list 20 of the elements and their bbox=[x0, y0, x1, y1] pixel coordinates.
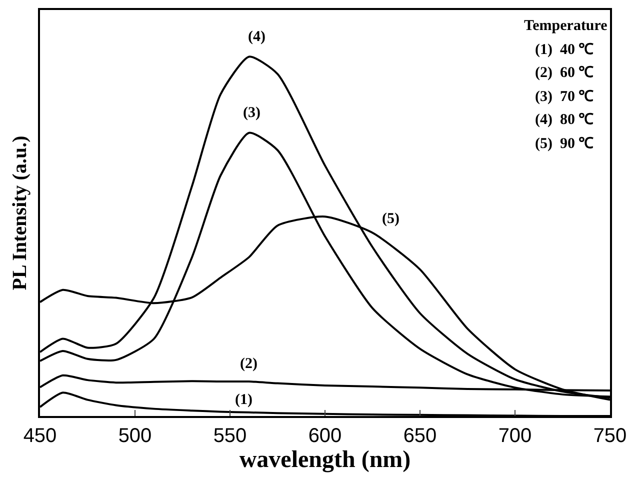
annotation: (1) 40 ℃ bbox=[535, 42, 594, 58]
text: Temperature bbox=[524, 18, 608, 34]
x-tick-label: 700 bbox=[498, 425, 532, 447]
series-label: (4) bbox=[248, 29, 266, 45]
series-label: (3) bbox=[243, 105, 260, 121]
annotation: (4) 80 ℃ bbox=[535, 112, 594, 128]
x-tick-label: 650 bbox=[403, 425, 437, 447]
x-tick-label: 500 bbox=[118, 425, 152, 447]
x-tick-label: 600 bbox=[308, 425, 342, 447]
annotation: (2) 60 ℃ bbox=[535, 65, 594, 81]
y-axis-title: PL Intensity (a.u.) bbox=[9, 136, 31, 290]
series-label: (1) bbox=[235, 392, 252, 408]
x-tick-label: 450 bbox=[23, 425, 57, 447]
x-tick-label: 750 bbox=[593, 425, 627, 447]
x-tick-label: 550 bbox=[213, 425, 247, 447]
x-axis-title: wavelength (nm) bbox=[239, 447, 411, 473]
series-label: (2) bbox=[240, 356, 258, 372]
annotation: (3) 70 ℃ bbox=[535, 89, 594, 105]
annotation: (5) 90 ℃ bbox=[535, 136, 594, 152]
series-label: (5) bbox=[382, 211, 400, 227]
